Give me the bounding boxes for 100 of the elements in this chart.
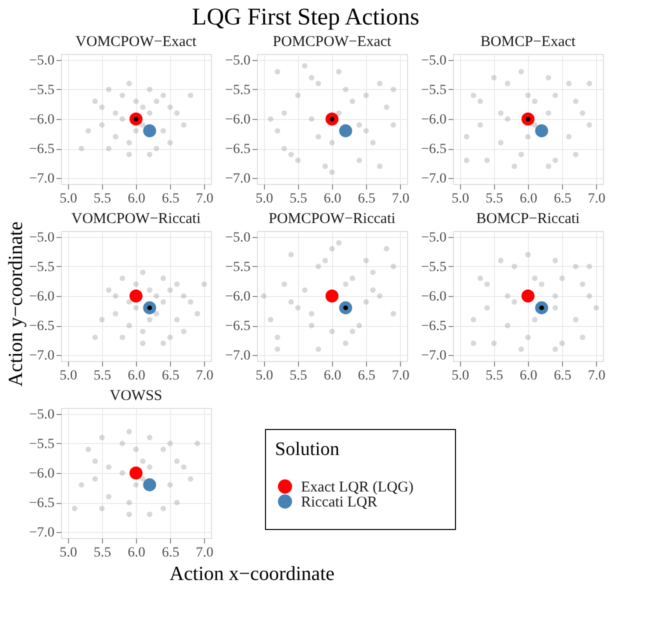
point	[350, 276, 356, 282]
point	[146, 152, 152, 158]
y-tick-label: −7.0	[421, 172, 446, 187]
point	[546, 110, 552, 116]
point	[140, 104, 146, 110]
point	[126, 512, 132, 518]
point	[470, 92, 476, 98]
point	[363, 258, 369, 264]
point	[504, 293, 510, 299]
point	[106, 86, 112, 92]
point	[120, 470, 126, 476]
point	[464, 134, 470, 140]
point	[288, 299, 294, 305]
point	[572, 98, 578, 104]
point	[390, 86, 396, 92]
point	[154, 310, 160, 316]
point	[356, 322, 362, 328]
point	[160, 276, 166, 282]
point	[572, 264, 578, 270]
point	[140, 476, 146, 482]
point	[180, 293, 186, 299]
point	[133, 305, 139, 311]
point	[160, 299, 166, 305]
y-tick-label: −6.5	[29, 496, 54, 512]
x-tick-label: 7.0	[588, 192, 606, 206]
point	[140, 270, 146, 276]
x-tick-label: 6.5	[554, 368, 572, 384]
point	[106, 287, 112, 293]
point	[322, 164, 328, 170]
point	[336, 110, 342, 116]
point	[525, 134, 531, 140]
chart-title: VOWSS	[110, 388, 162, 404]
y-tick-label: −6.5	[421, 142, 446, 158]
point	[390, 264, 396, 270]
point	[521, 289, 535, 303]
point	[160, 340, 166, 346]
x-tick-label: 5.0	[60, 546, 78, 560]
point	[329, 140, 335, 146]
y-tick-label: −5.0	[225, 53, 250, 68]
x-tick-label: 6.0	[324, 368, 342, 384]
point	[329, 246, 335, 252]
point	[478, 98, 484, 104]
point	[498, 140, 504, 146]
point	[146, 316, 152, 322]
y-tick-label: −5.0	[29, 407, 54, 422]
point	[146, 434, 152, 440]
point	[261, 293, 267, 299]
x-tick-label: 6.0	[324, 192, 342, 206]
x-tick-label: 6.5	[554, 192, 572, 206]
x-tick-label: 5.0	[452, 192, 470, 206]
point	[154, 293, 160, 299]
point	[464, 158, 470, 164]
point	[112, 134, 118, 140]
point	[552, 346, 558, 352]
point	[274, 346, 280, 352]
point	[274, 334, 280, 340]
point	[295, 158, 301, 164]
point	[140, 458, 146, 464]
point	[126, 80, 132, 86]
point	[580, 334, 586, 340]
point	[478, 122, 484, 128]
point	[274, 68, 280, 74]
point	[316, 134, 322, 140]
point	[167, 287, 173, 293]
y-tick-label: −5.5	[29, 436, 54, 452]
point	[126, 299, 132, 305]
point	[99, 506, 105, 512]
chart-title: VOMCPOW−Exact	[76, 34, 198, 50]
point	[390, 310, 396, 316]
point	[160, 128, 166, 134]
point	[126, 500, 132, 506]
point	[133, 446, 139, 452]
point	[180, 122, 186, 128]
point	[146, 287, 152, 293]
point	[350, 98, 356, 104]
point	[532, 316, 538, 322]
point	[512, 164, 518, 170]
point	[282, 146, 288, 152]
x-tick-label: 5.0	[452, 368, 470, 384]
point	[566, 134, 572, 140]
point	[325, 289, 339, 303]
point	[552, 293, 558, 299]
point	[194, 310, 200, 316]
point	[316, 80, 322, 86]
point	[376, 80, 382, 86]
point	[99, 104, 105, 110]
point	[308, 116, 314, 122]
point	[504, 80, 510, 86]
point	[532, 276, 538, 282]
point	[525, 92, 531, 98]
y-tick-label: −5.5	[225, 260, 250, 275]
point	[322, 258, 328, 264]
chart-title: BOMCP−Riccati	[476, 210, 580, 227]
point	[552, 158, 558, 164]
point	[580, 110, 586, 116]
point	[86, 446, 92, 452]
y-tick-label: −6.0	[421, 290, 446, 304]
text: Action y−coordinate	[5, 221, 27, 387]
point	[538, 281, 544, 287]
point	[120, 92, 126, 98]
